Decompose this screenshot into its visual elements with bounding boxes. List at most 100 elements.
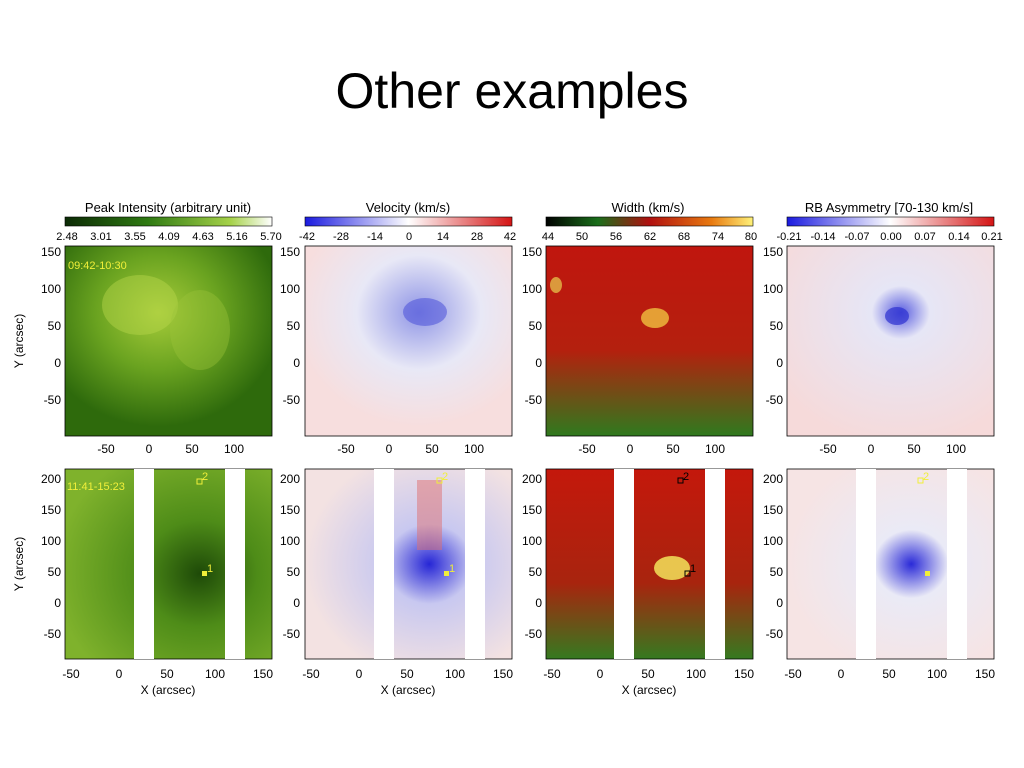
y-tick: -50 [525, 393, 543, 407]
y-tick: 150 [522, 245, 542, 259]
tick-label: -0.07 [844, 231, 869, 243]
tick-label: -42 [299, 231, 315, 243]
colorbar-width: Width (km/s) 44 50 56 62 68 74 80 [542, 200, 757, 243]
panel-velocity-row1 [304, 245, 513, 437]
marker-label: 2 [202, 471, 208, 483]
y-tick: 200 [522, 472, 542, 486]
x-tick: -50 [337, 442, 355, 456]
y-tick: -50 [44, 627, 62, 641]
x-tick: 50 [907, 442, 921, 456]
tick-label: 5.16 [226, 231, 247, 243]
x-tick: -50 [784, 667, 802, 681]
slide-title: Other examples [335, 63, 689, 119]
y-tick: 50 [529, 319, 543, 333]
tick-label: 2.48 [56, 231, 77, 243]
row2-x-axis: -50 0 50 100 150 X (arcsec) -50 0 50 100… [62, 667, 995, 697]
y-tick: 0 [776, 596, 783, 610]
colorbar-title: Width (km/s) [612, 200, 685, 215]
x-tick: 50 [185, 442, 199, 456]
y-tick: 50 [48, 565, 62, 579]
y-tick: 200 [763, 472, 783, 486]
tick-label: 4.09 [158, 231, 179, 243]
x-tick: -50 [819, 442, 837, 456]
y-tick: 150 [41, 245, 61, 259]
y-tick: 200 [41, 472, 61, 486]
x-tick: 0 [838, 667, 845, 681]
x-tick: 0 [627, 442, 634, 456]
y-tick: 100 [522, 534, 542, 548]
x-tick: 100 [445, 667, 465, 681]
tick-label: 62 [644, 231, 656, 243]
tick-label: 4.63 [192, 231, 213, 243]
marker-label: 1 [449, 563, 455, 575]
tick-label: 74 [712, 231, 724, 243]
colorbar-rb-asymmetry: RB Asymmetry [70-130 km/s] -0.21 -0.14 -… [776, 200, 1002, 243]
y-tick: 150 [280, 503, 300, 517]
x-tick: 150 [975, 667, 995, 681]
x-tick: 0 [146, 442, 153, 456]
row1-panels: 09:42-10:30 [64, 245, 995, 437]
y-tick: 50 [770, 319, 784, 333]
marker-label: 1 [690, 563, 696, 575]
x-tick: -50 [302, 667, 320, 681]
y-tick: 0 [54, 356, 61, 370]
y-axis-label: Y (arcsec) [12, 537, 26, 591]
x-tick: 100 [464, 442, 484, 456]
x-axis-label: X (arcsec) [381, 683, 436, 697]
tick-label: 5.70 [260, 231, 281, 243]
colorbar-title: Velocity (km/s) [366, 200, 451, 215]
x-tick: -50 [543, 667, 561, 681]
y-tick: 100 [280, 534, 300, 548]
time-label: 09:42-10:30 [68, 260, 127, 272]
x-tick: -50 [97, 442, 115, 456]
x-tick: 0 [868, 442, 875, 456]
tick-label: 3.01 [90, 231, 111, 243]
y-tick: 150 [280, 245, 300, 259]
marker-label: 2 [923, 471, 929, 483]
y-tick: 100 [41, 282, 61, 296]
x-tick: 50 [160, 667, 174, 681]
tick-label: 0.07 [914, 231, 935, 243]
row2-panels: 11:41-15:23 2 1 2 1 2 1 2 [64, 468, 995, 660]
y-tick: -50 [766, 393, 784, 407]
tick-label: 80 [745, 231, 757, 243]
colorbar-ticks: 2.48 3.01 3.55 4.09 4.63 5.16 5.70 [56, 231, 281, 243]
y-tick: -50 [283, 627, 301, 641]
y-tick: 150 [522, 503, 542, 517]
y-tick: 50 [529, 565, 543, 579]
y-tick: 0 [293, 356, 300, 370]
y-tick: -50 [525, 627, 543, 641]
y-tick: 100 [763, 534, 783, 548]
panel-rb-row1 [786, 245, 995, 437]
tick-label: -0.14 [810, 231, 835, 243]
y-tick: 100 [522, 282, 542, 296]
x-tick: 0 [116, 667, 123, 681]
tick-label: 14 [437, 231, 449, 243]
tick-label: 3.55 [124, 231, 145, 243]
y-tick: 150 [41, 503, 61, 517]
colorbar-intensity: Peak Intensity (arbitrary unit) 2.48 3.0… [56, 200, 281, 243]
tick-label: 42 [504, 231, 516, 243]
row1-x-axis: -50 0 50 100 -50 0 50 100 -50 0 50 100 -… [97, 442, 966, 456]
y-tick: 50 [287, 319, 301, 333]
x-tick: 100 [224, 442, 244, 456]
x-tick: 100 [946, 442, 966, 456]
x-tick: -50 [578, 442, 596, 456]
panel-width-row1 [545, 245, 754, 437]
x-tick: 0 [356, 667, 363, 681]
x-tick: 100 [927, 667, 947, 681]
tick-label: -14 [367, 231, 383, 243]
colorbar-title: Peak Intensity (arbitrary unit) [85, 200, 251, 215]
y-tick: 150 [763, 245, 783, 259]
x-tick: 150 [734, 667, 754, 681]
x-tick: 50 [666, 442, 680, 456]
colorbar-title: RB Asymmetry [70-130 km/s] [805, 200, 973, 215]
x-tick: 150 [493, 667, 513, 681]
x-tick: 0 [597, 667, 604, 681]
marker-label: 2 [683, 471, 689, 483]
y-tick: 0 [776, 356, 783, 370]
tick-label: -28 [333, 231, 349, 243]
x-tick: 50 [882, 667, 896, 681]
x-tick: 50 [400, 667, 414, 681]
